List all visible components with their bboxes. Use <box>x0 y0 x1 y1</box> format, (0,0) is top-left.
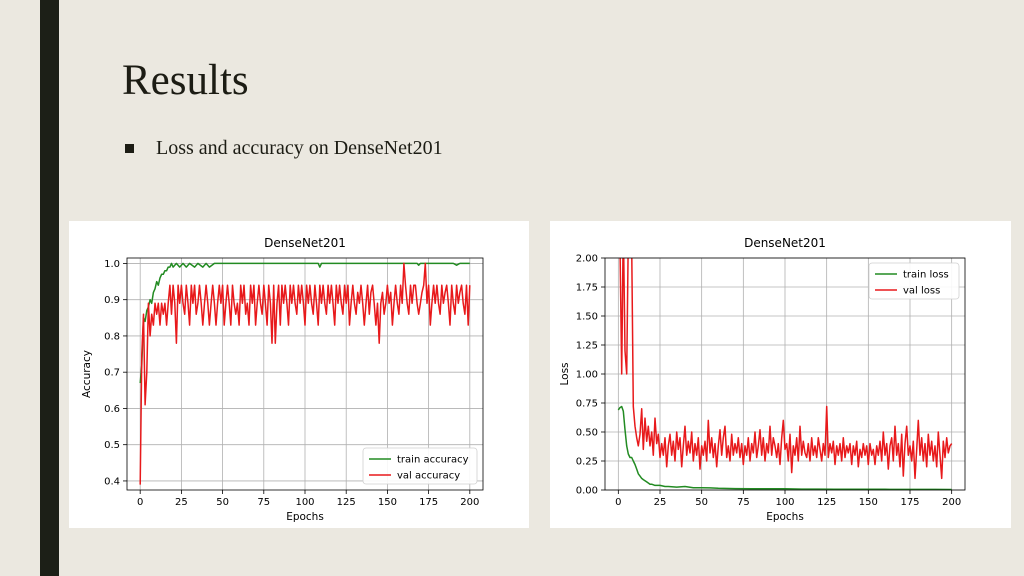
accuracy-chart-panel: 0 25 50 75 100 125 150 175 200 0.4 0.5 0.6 0.7 0.8 0.9… <box>69 221 529 528</box>
bullet-square-icon <box>125 144 134 153</box>
left-accent-bar <box>40 0 59 576</box>
series-line-val-loss <box>619 258 953 480</box>
legend-label-train-loss: train loss <box>903 270 949 281</box>
x-axis-label: Epochs <box>286 511 324 523</box>
accuracy-chart: 0 25 50 75 100 125 150 175 200 0.4 0.5 0.6 0.7 0.8 0.9… <box>81 236 484 523</box>
x-tick-label: 50 <box>695 497 708 508</box>
y-axis-label: Accuracy <box>81 350 93 398</box>
x-tick-label: 0 <box>137 497 143 508</box>
bullet-item: Loss and accuracy on DenseNet201 <box>125 137 443 160</box>
x-tick-label: 75 <box>737 497 750 508</box>
x-tick-label: 100 <box>775 497 794 508</box>
y-tick-label: 0.9 <box>104 295 120 306</box>
y-tick-label: 0.7 <box>104 368 120 379</box>
y-axis-label: Loss <box>559 362 571 385</box>
y-tick-label: 0.50 <box>576 428 598 439</box>
x-tick-label: 75 <box>257 497 270 508</box>
legend-label-val-loss: val loss <box>903 286 940 297</box>
y-tick-label: 0.75 <box>576 399 598 410</box>
x-tick-label: 200 <box>942 497 961 508</box>
y-tick-label: 1.00 <box>576 370 598 381</box>
legend-label-val-accuracy: val accuracy <box>397 471 460 482</box>
y-tick-label: 1.0 <box>104 259 120 270</box>
x-tick-label: 150 <box>378 497 397 508</box>
y-tick-label: 0.00 <box>576 486 598 497</box>
series-line-train-loss <box>617 405 952 490</box>
loss-chart-panel: 0 25 50 75 100 125 150 175 200 0.00 0.25 0.50 0.75 1.… <box>550 221 1011 528</box>
x-tick-label: 175 <box>900 497 919 508</box>
x-tick-label: 100 <box>295 497 314 508</box>
x-tick-label: 50 <box>216 497 229 508</box>
x-tick-label: 25 <box>654 497 667 508</box>
x-tick-label: 0 <box>615 497 621 508</box>
series-line-train-accuracy <box>139 262 470 384</box>
x-tick-label: 125 <box>337 497 356 508</box>
chart-title: DenseNet201 <box>744 236 826 250</box>
x-axis-label: Epochs <box>766 511 804 523</box>
y-tick-label: 1.50 <box>576 312 598 323</box>
legend-label-train-accuracy: train accuracy <box>397 455 469 466</box>
x-tick-label: 200 <box>460 497 479 508</box>
y-tick-label: 0.6 <box>104 404 120 415</box>
legend-box <box>362 447 478 485</box>
y-tick-label: 0.4 <box>104 476 120 487</box>
y-tick-label: 1.25 <box>576 341 598 352</box>
x-tick-label: 175 <box>419 497 438 508</box>
series-line-val-accuracy <box>139 262 471 485</box>
y-tick-label: 0.25 <box>576 457 598 468</box>
x-tick-label: 25 <box>175 497 188 508</box>
x-tick-label: 150 <box>859 497 878 508</box>
y-tick-label: 0.8 <box>104 331 120 342</box>
slide-title: Results <box>122 57 249 104</box>
y-tick-label: 1.75 <box>576 283 598 294</box>
x-tick-label: 125 <box>817 497 836 508</box>
y-tick-label: 0.5 <box>104 440 120 451</box>
loss-chart: 0 25 50 75 100 125 150 175 200 0.00 0.25 0.50 0.75 1.… <box>559 236 966 523</box>
chart-title: DenseNet201 <box>264 236 346 250</box>
y-tick-label: 2.00 <box>576 254 598 265</box>
bullet-text: Loss and accuracy on DenseNet201 <box>156 137 443 159</box>
